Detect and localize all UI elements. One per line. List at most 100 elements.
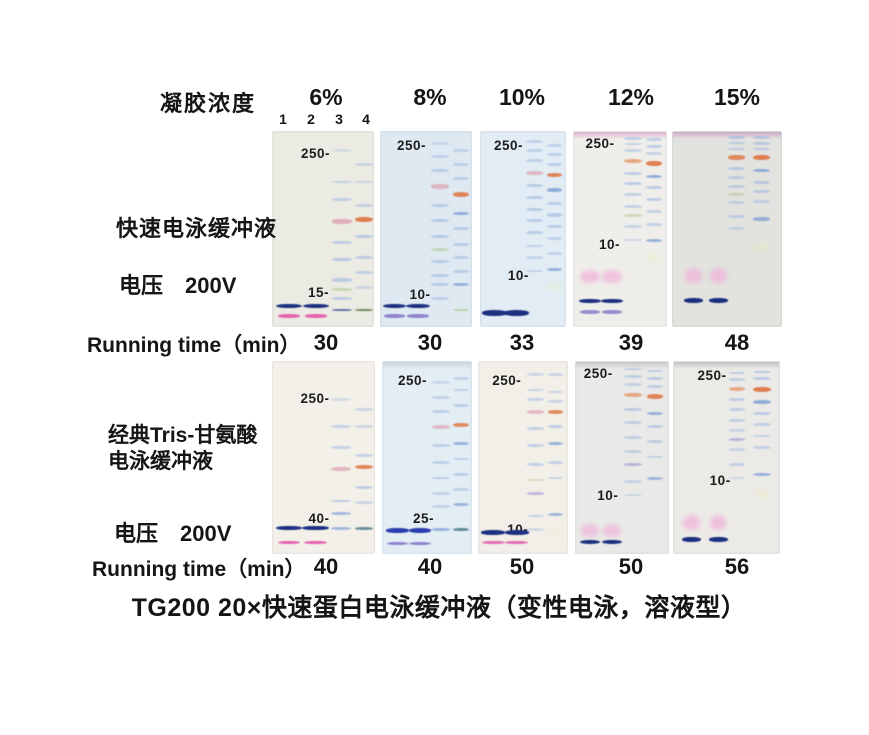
gel-band-lane-3	[728, 386, 746, 392]
gel-band-lane-4	[646, 384, 664, 388]
mw-marker-label: 250-	[396, 137, 426, 153]
gel-band-lane-3	[623, 193, 643, 197]
running-time-value: 40	[313, 554, 339, 579]
gel-band-lane-4	[354, 407, 373, 411]
gel-band-lane-4	[453, 528, 470, 532]
voltage-value-2: 200V	[180, 521, 232, 546]
lane-number-4: 4	[362, 111, 370, 127]
gel-band-lane-4	[453, 503, 470, 507]
gel-band-lane-4	[646, 411, 664, 415]
gel-band-lane-1	[481, 310, 508, 317]
gel-band-lane-3	[728, 175, 746, 179]
mw-marker-label: 10-	[507, 267, 529, 283]
gel-band-lane-3	[330, 467, 351, 471]
gel-band-lane-4	[646, 440, 664, 444]
gel-band-lane-3	[332, 308, 352, 311]
gel-band-lane-2	[709, 267, 727, 284]
gel-band-lane-4	[752, 190, 771, 194]
gel-band-lane-4	[355, 163, 373, 166]
gel-band-lane-4	[453, 269, 470, 273]
gel-band-lane-3	[332, 240, 352, 244]
gel-band-lane-1	[578, 298, 601, 304]
gel-band-lane-4	[547, 390, 564, 394]
mw-marker-label: 250-	[585, 135, 615, 151]
gel-band-lane-4	[645, 152, 663, 156]
gel-band-lane-4	[354, 527, 373, 531]
gel-band-lane-4	[546, 153, 562, 157]
voltage-row-1: 电压 200V	[119, 268, 236, 300]
gel-band-lane-4	[453, 457, 470, 461]
running-time-value: 56	[724, 554, 750, 579]
gel-band-lane-3	[728, 193, 746, 197]
gel-top-edge	[576, 362, 668, 369]
gel-band-lane-3	[526, 256, 544, 259]
mw-marker-label: 40-	[308, 510, 330, 526]
gel-photo-bottom-10pct: 250-10-	[478, 361, 568, 554]
gel-band-lane-3	[623, 436, 643, 440]
gel-band-lane-3	[526, 426, 545, 430]
mw-marker-label: 250-	[300, 145, 330, 161]
lane-number-2: 2	[307, 111, 315, 127]
gel-band-lane-3	[728, 438, 746, 442]
gel-band-lane-1	[579, 539, 600, 545]
gel-band-lane-2	[406, 303, 430, 309]
gel-band-lane-4	[453, 256, 470, 260]
mw-marker-label: 250-	[492, 373, 522, 389]
gel-band-lane-4	[354, 501, 373, 505]
gel-band-lane-3	[526, 491, 545, 495]
gel-band-lane-1	[278, 314, 300, 319]
gel-band-lane-3	[728, 185, 746, 189]
buffer-label-fast: 快速电泳缓冲液	[116, 216, 278, 241]
gel-band-lane-1	[480, 530, 506, 535]
gel-photo-top-15pct	[672, 131, 782, 327]
concentration-label-6pct: 6%	[309, 84, 343, 110]
gel-band-lane-4	[753, 489, 772, 498]
gel-band-lane-3	[728, 419, 746, 423]
gel-band-lane-2	[600, 298, 623, 304]
gel-band-lane-2	[303, 303, 329, 309]
gel-band-lane-4	[355, 217, 373, 222]
gel-band-lane-4	[752, 180, 771, 184]
figure-title: TG200 20×快速蛋白电泳缓冲液（变性电泳，溶液型）	[131, 594, 747, 622]
gel-band-lane-4	[453, 242, 470, 246]
gel-band-lane-4	[753, 434, 772, 438]
gel-band-lane-4	[547, 425, 564, 429]
running-time-value: 30	[313, 330, 339, 355]
gel-band-lane-4	[645, 174, 663, 179]
gel-band-lane-3	[526, 409, 545, 414]
gel-band-lane-3	[623, 493, 643, 497]
gel-band-lane-4	[453, 149, 470, 153]
gel-band-lane-3	[526, 478, 545, 482]
gel-band-lane-3	[526, 230, 544, 234]
buffer-label-classic-line2: 电泳缓冲液	[108, 450, 213, 473]
gel-band-lane-2	[304, 540, 327, 545]
running-time-value: 50	[618, 554, 644, 579]
gel-band-lane-2	[708, 297, 729, 303]
running-time-value: 50	[509, 554, 535, 579]
gel-band-lane-1	[683, 297, 704, 303]
gel-band-lane-3	[431, 273, 450, 277]
gel-band-lane-1	[276, 303, 302, 309]
gel-band-lane-4	[645, 197, 663, 202]
gel-band-lane-4	[646, 455, 664, 459]
mw-marker-label: 25-	[413, 510, 435, 526]
gel-band-lane-3	[623, 204, 643, 208]
gel-band-lane-1	[385, 528, 409, 533]
gel-band-lane-2	[602, 524, 622, 537]
gel-band-lane-4	[453, 423, 470, 428]
gel-band-lane-3	[332, 149, 352, 153]
gel-band-lane-2	[409, 541, 431, 546]
gel-band-lane-1	[684, 267, 703, 284]
gel-band-lane-3	[431, 248, 450, 252]
gel-band-lane-3	[728, 215, 746, 219]
gel-band-lane-3	[431, 141, 450, 145]
gel-band-lane-4	[355, 270, 373, 274]
gel-band-lane-4	[645, 209, 663, 213]
gel-band-lane-3	[526, 269, 544, 273]
gel-band-lane-4	[453, 283, 470, 287]
buffer-label-classic: 经典Tris-甘氨酸 电泳缓冲液	[108, 423, 257, 475]
gel-band-lane-3	[728, 135, 746, 139]
running-time-value: 48	[724, 330, 750, 355]
gel-band-lane-4	[645, 186, 663, 190]
